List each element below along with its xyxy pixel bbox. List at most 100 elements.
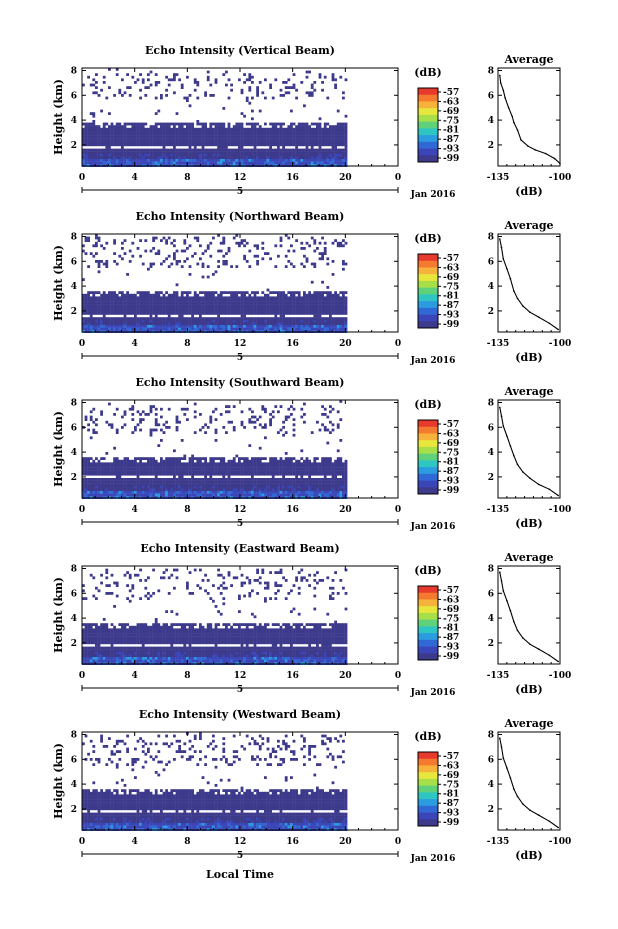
colorbar-segment [418, 619, 438, 627]
x-tick-label: 0 [395, 339, 401, 349]
y-axis-label: Height (km) [52, 79, 65, 155]
profile-point [506, 767, 508, 769]
colorbar-segment [418, 420, 438, 428]
panel-2: Echo Intensity (Southward Beam)0 4 8 12 16 20… [52, 376, 571, 532]
profile-x-tick-label: -100 [549, 837, 572, 847]
profile-point [502, 89, 505, 92]
colorbar-tick-label: -57 [443, 88, 459, 98]
colorbar-tick-label: -63 [443, 595, 459, 605]
profile-point [509, 277, 512, 280]
y-tick-label: 6 [71, 91, 77, 101]
colorbar-tick-label: -81 [443, 790, 459, 800]
y-tick-label: 2 [71, 141, 77, 151]
profile-point [513, 290, 515, 292]
colorbar-tick-label: -81 [443, 292, 459, 302]
profile-point [509, 609, 512, 612]
colorbar-tick-label: -99 [443, 652, 459, 662]
profile-y-tick-label: 2 [488, 473, 494, 483]
x-tick-label: 0 [79, 837, 85, 847]
profile-x-label: (dB) [515, 683, 542, 696]
colorbar-segment [418, 752, 438, 760]
y-axis-label: Height (km) [52, 245, 65, 321]
common-x-label: Local Time [206, 868, 274, 881]
profile-y-tick-label: 2 [488, 307, 494, 317]
x-tick-label: 16 [286, 505, 299, 515]
x-tick-label: 4 [132, 339, 138, 349]
y-tick-label: 8 [71, 398, 77, 408]
colorbar-segment [418, 460, 438, 468]
profile-y-tick-label: 6 [488, 755, 494, 765]
profile-y-tick-label: 4 [488, 780, 494, 790]
colorbar-frame [417, 751, 439, 827]
x-tick-label: 12 [234, 505, 247, 515]
colorbar-tick-label: -99 [443, 154, 459, 164]
panel-0: Echo Intensity (Vertical Beam) 0 4 8 12 16 20 0… [52, 44, 571, 200]
colorbar-segment [418, 653, 438, 661]
x-tick-label: 16 [286, 173, 299, 183]
profile-x-tick-label: -135 [487, 837, 510, 847]
colorbar-tick-label: -99 [443, 320, 459, 330]
profile-point [529, 643, 531, 645]
colorbar-tick-label: -63 [443, 761, 459, 771]
profile-y-tick-label: 2 [488, 141, 494, 151]
colorbar-segment [418, 274, 438, 282]
profile-point [513, 788, 515, 790]
colorbar-segment [418, 254, 438, 262]
colorbar-tick-label: -75 [443, 448, 459, 458]
colorbar-tick-label: -57 [443, 752, 459, 762]
colorbar-unit: (dB) [414, 730, 441, 743]
profile-point [529, 809, 531, 811]
colorbar-segment [418, 626, 438, 634]
profile-y-tick-label: 8 [488, 232, 494, 242]
y-tick-label: 2 [71, 639, 77, 649]
x-tick-label: 8 [184, 173, 190, 183]
colorbar-segment [418, 446, 438, 454]
panel-title: Echo Intensity (Vertical Beam) [145, 44, 335, 57]
profile-point [537, 648, 540, 650]
y-tick-label: 8 [71, 564, 77, 574]
x-tick-label: 0 [79, 505, 85, 515]
y-tick-label: 8 [71, 66, 77, 76]
colorbar-tick-label: -81 [443, 126, 459, 136]
y-axis-label: Height (km) [52, 743, 65, 819]
profile-point [557, 494, 559, 497]
colorbar-tick-label: -99 [443, 818, 459, 828]
colorbar-tick-label: -75 [443, 116, 459, 126]
colorbar-tick-label: -75 [443, 282, 459, 292]
y-tick-label: 6 [71, 755, 77, 765]
profile-x-tick-label: -100 [549, 671, 572, 681]
profile-point [513, 621, 515, 623]
colorbar-unit: (dB) [414, 66, 441, 79]
colorbar-segment [418, 819, 438, 827]
profile-line [499, 738, 559, 828]
y-tick-label: 4 [71, 780, 77, 790]
colorbar-segment [418, 128, 438, 136]
profile-point [504, 97, 506, 99]
profile-point [500, 746, 503, 748]
x-tick-label: 0 [79, 671, 85, 681]
colorbar-segment [418, 612, 438, 620]
profile-point [499, 406, 501, 409]
profile-point [548, 488, 551, 491]
profile-point [513, 455, 515, 457]
colorbar-segment [418, 307, 438, 315]
colorbar-segment [418, 141, 438, 149]
colorbar-tick-label: -69 [443, 439, 459, 449]
date-label: Jan 2016 [410, 356, 456, 366]
colorbar-tick-label: -93 [443, 643, 459, 653]
x-tick-label: 20 [339, 505, 352, 515]
profile-point [516, 463, 519, 466]
colorbar-tick-label: -87 [443, 135, 459, 145]
colorbar-segment [418, 453, 438, 461]
profile-point [500, 246, 503, 249]
colorbar-frame [417, 585, 439, 661]
x-tick-label: 12 [234, 173, 247, 183]
colorbar-segment [418, 772, 438, 780]
x-tick-label: 0 [395, 173, 401, 183]
profile-y-tick-label: 2 [488, 639, 494, 649]
colorbar-segment [418, 101, 438, 109]
colorbar-segment [418, 301, 438, 309]
colorbar-segment [418, 135, 438, 143]
profile-point [522, 305, 524, 307]
profile-point [522, 471, 524, 473]
